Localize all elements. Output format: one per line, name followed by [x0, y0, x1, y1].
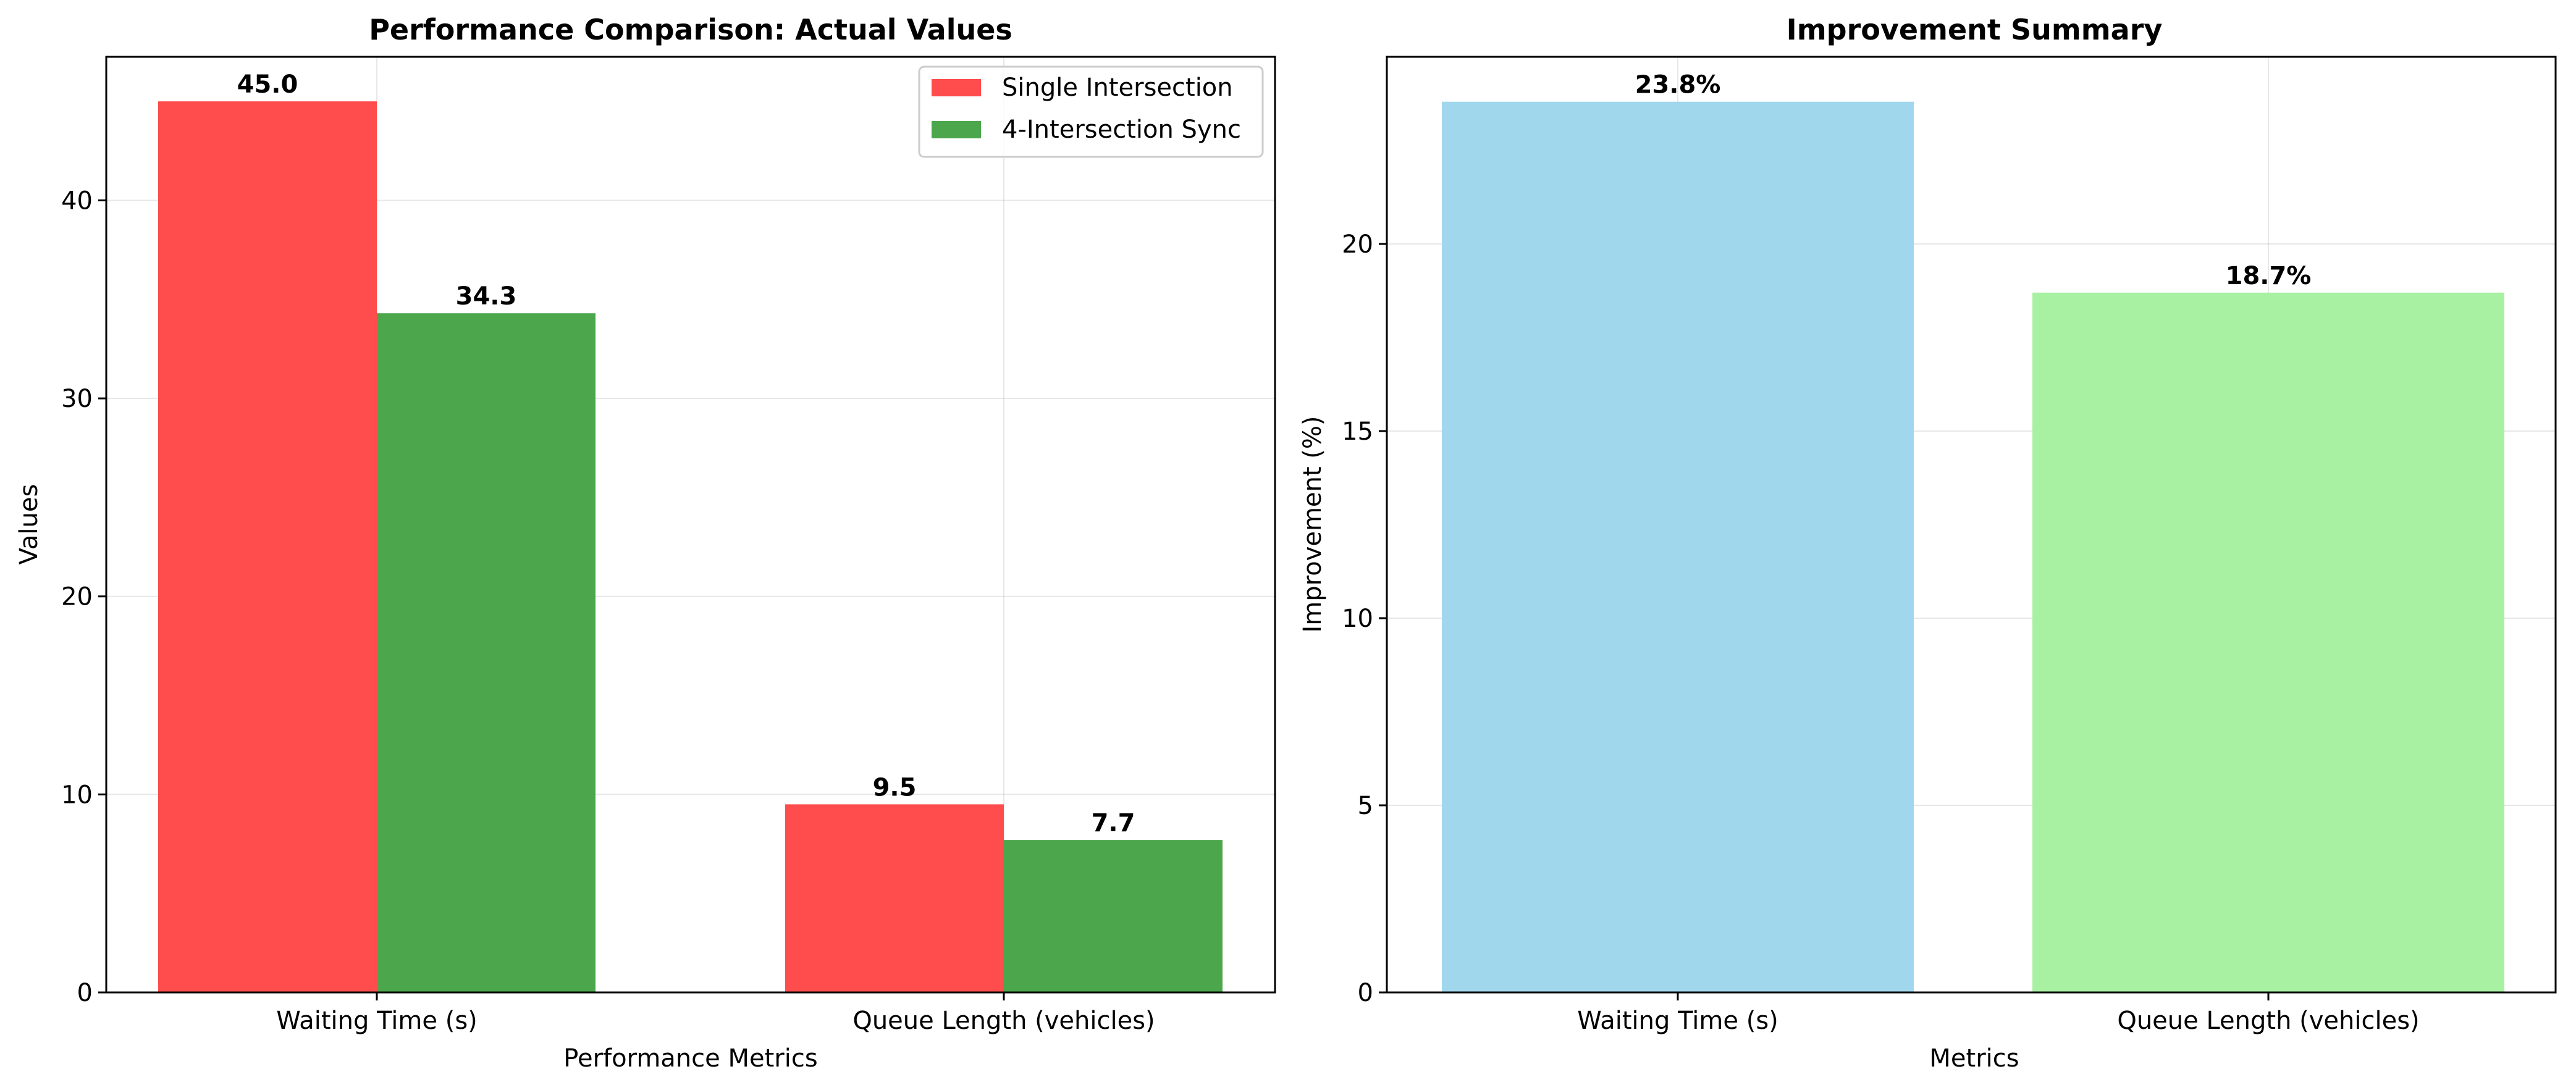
right-chart-title: Improvement Summary: [1787, 13, 2163, 46]
bar-label-4-intersection-sync-queue-length-vehicles: 7.7: [1092, 809, 1135, 837]
left-y-axis-label: Values: [15, 484, 43, 565]
legend-label-4-intersection-sync: 4-Intersection Sync: [1002, 115, 1241, 144]
right-y-tick-label: 15: [1342, 417, 1373, 446]
bar-label-single-intersection-queue-length-vehicles: 9.5: [873, 773, 917, 802]
bar-label-single-intersection-waiting-time-s: 45.0: [237, 70, 298, 99]
left-x-tick-label-waiting-time-s: Waiting Time (s): [276, 1007, 478, 1035]
improvement-bar-label-waiting-time-s: 23.8%: [1635, 71, 1721, 99]
left-y-tick-label: 0: [77, 979, 93, 1007]
right-y-tick-label: 5: [1358, 792, 1373, 820]
legend-swatch-single-intersection: [932, 79, 981, 96]
improvement-bar-queue-length-vehicles: [2032, 293, 2504, 992]
right-y-tick-label: 20: [1342, 230, 1373, 259]
right-y-tick-label: 10: [1342, 605, 1373, 633]
bar-label-4-intersection-sync-waiting-time-s: 34.3: [456, 282, 517, 311]
right-x-axis-label: Metrics: [1929, 1044, 2019, 1073]
right-x-tick-label-waiting-time-s: Waiting Time (s): [1577, 1007, 1778, 1035]
bar-single-intersection-waiting-time-s: [158, 101, 377, 992]
left-x-axis-label: Performance Metrics: [563, 1044, 817, 1073]
bar-4-intersection-sync-queue-length-vehicles: [1004, 840, 1223, 992]
improvement-bar-waiting-time-s: [1442, 102, 1914, 992]
left-y-tick-label: 20: [61, 583, 93, 611]
bar-4-intersection-sync-waiting-time-s: [377, 313, 596, 992]
right-y-tick-label: 0: [1358, 979, 1373, 1007]
left-y-tick-label: 40: [61, 187, 93, 215]
left-y-tick-label: 30: [61, 385, 93, 413]
left-legend: Single Intersection 4-Intersection Sync: [919, 67, 1263, 157]
left-chart-title: Performance Comparison: Actual Values: [369, 13, 1012, 46]
right-y-axis-label: Improvement (%): [1299, 416, 1327, 632]
legend-swatch-4-intersection-sync: [932, 121, 981, 138]
right-x-tick-label-queue-length-vehicles: Queue Length (vehicles): [2117, 1007, 2419, 1035]
improvement-bar-label-queue-length-vehicles: 18.7%: [2226, 262, 2312, 290]
legend-label-single-intersection: Single Intersection: [1002, 73, 1233, 102]
left-x-tick-label-queue-length-vehicles: Queue Length (vehicles): [852, 1007, 1155, 1035]
bar-single-intersection-queue-length-vehicles: [785, 804, 1004, 992]
left-y-tick-label: 10: [61, 781, 93, 809]
